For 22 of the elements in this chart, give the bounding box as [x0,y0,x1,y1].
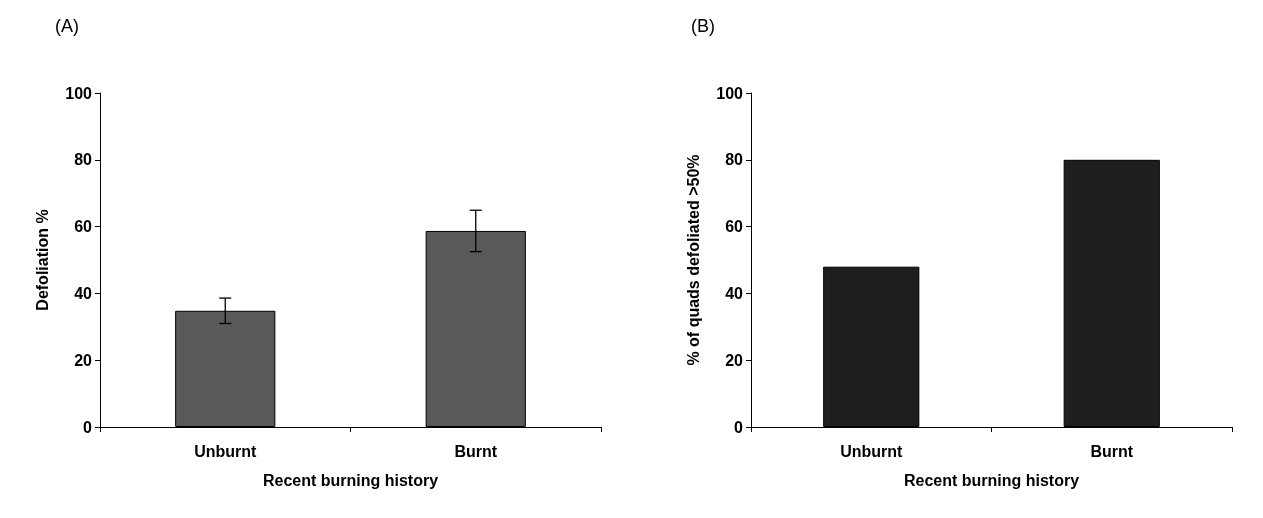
y-tick-label: 60 [725,218,744,236]
y-axis-title: % of quads defoliated >50% [684,154,702,366]
x-tick-label: Unburnt [194,442,258,460]
y-tick-label: 0 [734,418,744,436]
x-tick-label: Burnt [454,442,498,460]
y-tick-label: 100 [716,84,744,102]
y-tick-label: 20 [74,351,93,369]
chart-title: (B) [691,16,715,36]
x-axis-title: Recent burning history [262,471,439,489]
chart-title: (A) [55,16,79,36]
y-axis-title: Defoliation % [33,209,51,311]
y-tick-label: 100 [65,84,93,102]
y-tick-label: 40 [725,284,744,302]
y-tick-label: 80 [725,151,744,169]
y-tick-label: 0 [83,418,93,436]
x-axis-title: Recent burning history [903,471,1080,489]
y-tick-label: 40 [74,284,93,302]
y-tick-label: 80 [74,151,93,169]
x-tick-label: Burnt [1090,442,1134,460]
x-tick-label: Unburnt [840,442,904,460]
y-tick-label: 20 [725,351,744,369]
y-tick-label: 60 [74,218,93,236]
